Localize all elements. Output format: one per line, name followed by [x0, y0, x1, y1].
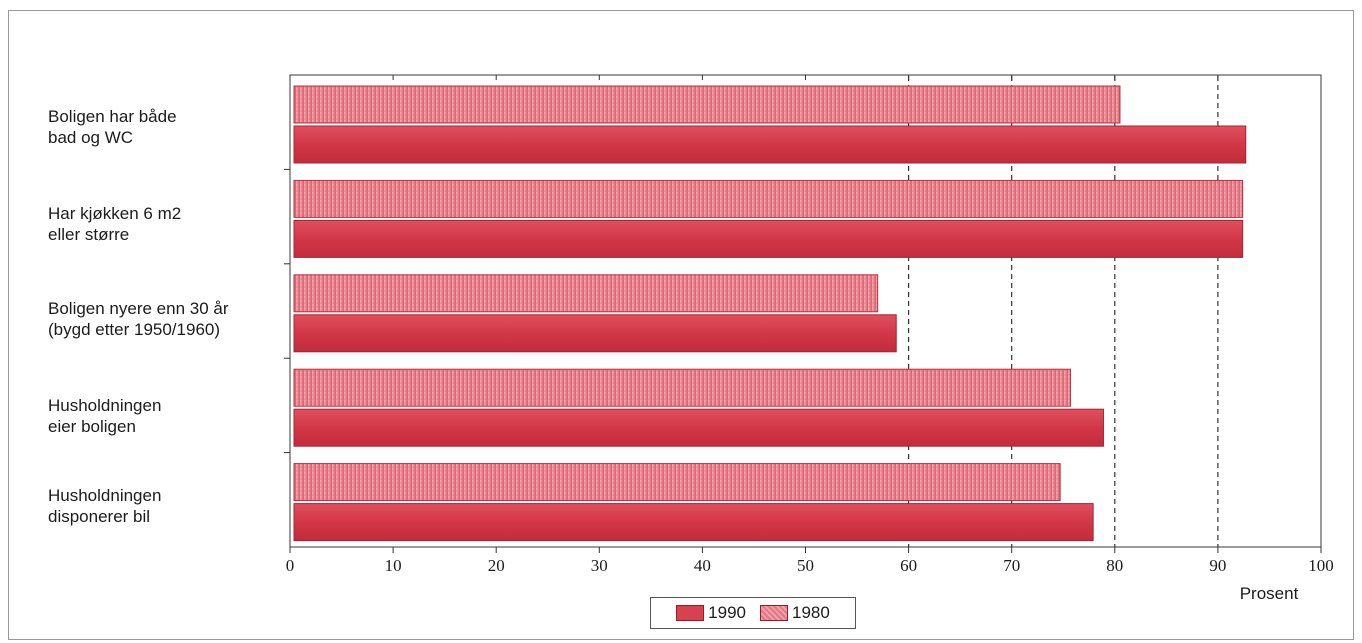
bar-1980	[293, 179, 1244, 218]
x-tick-label: 20	[488, 556, 505, 575]
x-tick-label: 30	[591, 556, 608, 575]
category-label: Boligen har både bad og WC	[48, 107, 177, 147]
legend-label-1990: 1990	[708, 603, 746, 622]
category-label: Har kjøkken 6 m2 eller større	[48, 204, 182, 244]
x-tick-label: 60	[900, 556, 917, 575]
bar-1990	[293, 314, 897, 353]
bar-1990	[293, 125, 1247, 164]
x-tick-label: 10	[385, 556, 402, 575]
legend: 1990 1980	[650, 597, 856, 629]
x-tick-label: 40	[694, 556, 711, 575]
bar-1980	[293, 368, 1071, 407]
bar-1990	[293, 408, 1104, 447]
x-tick-label: 70	[1003, 556, 1020, 575]
category-label: Husholdningen eier boligen	[48, 396, 162, 436]
x-tick-label: 0	[286, 556, 295, 575]
legend-swatch-1980	[760, 605, 788, 621]
bar-1990	[293, 219, 1244, 258]
bar-1980	[293, 274, 879, 313]
x-axis-label: Prosent	[1240, 584, 1299, 603]
category-label: Boligen nyere enn 30 år (bygd etter 1950…	[48, 299, 229, 339]
legend-item-1980: 1980	[760, 603, 830, 623]
bar-1990	[293, 503, 1094, 542]
legend-item-1990: 1990	[676, 603, 746, 623]
bar-1980	[293, 463, 1061, 502]
bar-1980	[293, 85, 1121, 124]
legend-swatch-1990	[676, 605, 705, 621]
x-tick-label: 50	[797, 556, 814, 575]
category-label: Husholdningen disponerer bil	[48, 486, 162, 526]
x-tick-label: 90	[1209, 556, 1226, 575]
legend-label-1980: 1980	[792, 603, 830, 622]
x-tick-label: 80	[1106, 556, 1123, 575]
x-tick-label: 100	[1308, 556, 1334, 575]
